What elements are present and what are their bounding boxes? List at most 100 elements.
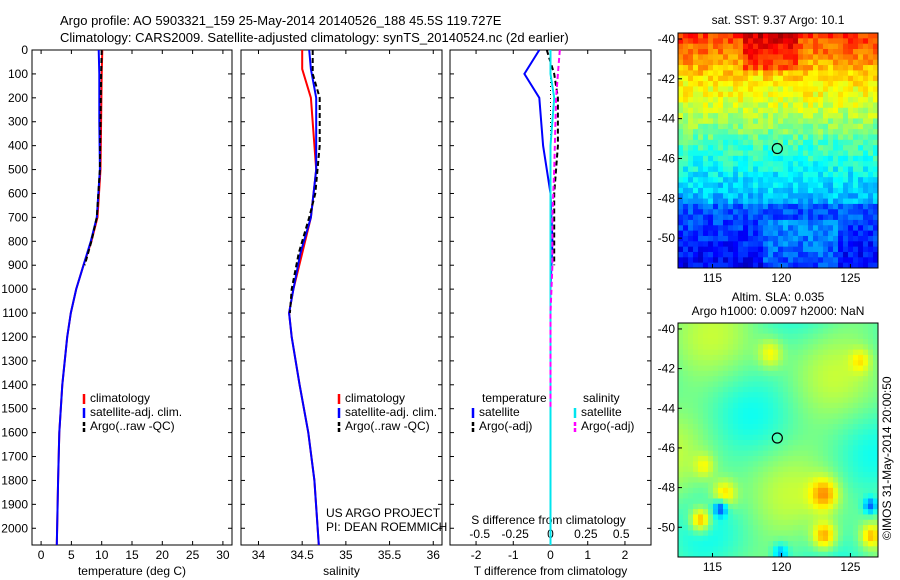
depth-tick-label: 0 xyxy=(21,43,28,57)
depth-tick-label: 100 xyxy=(8,67,28,81)
sst-map-x-tick-label: 125 xyxy=(840,271,860,285)
sla-map-y-tick-label: -48 xyxy=(658,481,676,495)
sla-map-argo-marker xyxy=(771,432,783,444)
salinity-climatology-line xyxy=(288,50,320,546)
temperature-x-tick-label: 25 xyxy=(186,548,200,562)
sst-map-y-tick-label: -42 xyxy=(658,72,676,86)
depth-tick-label: 1100 xyxy=(2,306,28,320)
sdiff-legend-title: salinity xyxy=(583,391,620,405)
sst-map-y-tick-label: -44 xyxy=(658,112,676,126)
temperature-legend-label: Argo(..raw -QC) xyxy=(90,419,175,433)
salinity-satellite-line xyxy=(288,49,320,546)
temperature-x-tick-label: 20 xyxy=(156,548,170,562)
sla-map-y-tick-label: -44 xyxy=(658,401,676,415)
depth-tick-label: 700 xyxy=(8,210,28,224)
sst-map-x-tick-label: 120 xyxy=(771,271,791,285)
depth-tick-label: 1700 xyxy=(1,450,28,464)
sdiff-x-axis-label: S difference from climatology xyxy=(471,513,626,527)
tdiff-x-axis-label: T difference from climatology xyxy=(474,564,628,578)
sla-map-y-tick-label: -42 xyxy=(658,362,676,376)
sst-map-y-tick-label: -48 xyxy=(658,191,676,205)
sla-map-y-tick-label: -46 xyxy=(658,441,676,455)
salinity-x-axis-label: salinity xyxy=(323,564,360,578)
temperature-argo-line xyxy=(83,49,103,266)
sst-map-y-tick-label: -46 xyxy=(658,151,676,165)
salinity-x-tick-label: 34 xyxy=(252,548,266,562)
salinity-legend-label: Argo(..raw -QC) xyxy=(345,419,430,433)
temperature-satellite-line xyxy=(55,49,101,546)
sst-map-heatmap xyxy=(678,33,879,269)
sst-map-y-tick-label: -40 xyxy=(658,32,676,46)
temperature-x-tick-label: 15 xyxy=(125,548,139,562)
depth-tick-label: 1000 xyxy=(1,282,28,296)
depth-tick-label: 1800 xyxy=(1,473,28,487)
sst-map-title: sat. SST: 9.37 Argo: 10.1 xyxy=(712,13,845,27)
tdiff-x-tick-label: 2 xyxy=(622,548,629,562)
temperature-x-axis-label: temperature (deg C) xyxy=(78,564,186,578)
sdiff-x-tick-label: 0.5 xyxy=(613,527,630,541)
temperature-legend-label: satellite-adj. clim. xyxy=(90,405,182,419)
depth-tick-label: 600 xyxy=(8,186,28,200)
temperature-legend-label: climatology xyxy=(90,391,150,405)
figure-title-line2: Climatology: CARS2009. Satellite-adjuste… xyxy=(60,30,569,45)
depth-tick-label: 1900 xyxy=(1,497,28,511)
tdiff-satellite-line xyxy=(523,49,554,545)
depth-tick-label: 1300 xyxy=(1,354,28,368)
annotation-pi: PI: DEAN ROEMMICH xyxy=(326,520,447,534)
temperature-panel-frame xyxy=(31,49,233,546)
salinity-legend-label: satellite-adj. clim. xyxy=(345,405,437,419)
depth-tick-label: 1500 xyxy=(1,402,28,416)
figure-title-line1: Argo profile: AO 5903321_159 25-May-2014… xyxy=(60,13,502,28)
sdiff-satellite-line xyxy=(549,50,556,545)
tdiff-x-tick-label: 0 xyxy=(547,548,554,562)
salinity-argo-line xyxy=(288,50,321,314)
salinity-x-tick-label: 34.5 xyxy=(290,548,314,562)
tdiff-legend-label: satellite xyxy=(479,405,520,419)
temperature-x-tick-label: 10 xyxy=(95,548,109,562)
depth-tick-label: 1200 xyxy=(1,330,28,344)
sdiff-legend-label: satellite xyxy=(581,405,622,419)
salinity-x-tick-label: 35.5 xyxy=(378,548,402,562)
salinity-x-tick-label: 35 xyxy=(339,548,353,562)
depth-tick-label: 500 xyxy=(8,163,28,177)
sdiff-x-tick-label: -0.25 xyxy=(501,527,529,541)
sla-map-x-tick-label: 120 xyxy=(771,560,791,574)
depth-tick-label: 300 xyxy=(8,115,28,129)
sla-map-x-tick-label: 115 xyxy=(703,560,722,574)
depth-tick-label: 800 xyxy=(8,234,28,248)
sla-map-y-tick-label: -40 xyxy=(658,322,676,336)
temperature-x-tick-label: 5 xyxy=(68,548,75,562)
depth-tick-label: 1400 xyxy=(1,378,28,392)
tdiff-x-tick-label: 1 xyxy=(584,548,591,562)
sla-map-heatmap xyxy=(678,323,879,558)
sdiff-x-tick-label: 0.25 xyxy=(574,527,598,541)
salinity-panel-frame xyxy=(240,49,443,546)
depth-tick-label: 2000 xyxy=(1,521,28,535)
depth-tick-label: 1600 xyxy=(1,426,28,440)
depth-tick-label: 200 xyxy=(8,91,28,105)
depth-tick-label: 900 xyxy=(8,258,28,272)
sdiff-x-tick-label: -0.5 xyxy=(469,527,490,541)
sla-map-x-tick-label: 125 xyxy=(840,560,860,574)
salinity-legend-label: climatology xyxy=(345,391,405,405)
sst-map-y-tick-label: -50 xyxy=(658,231,676,245)
depth-tick-label: 400 xyxy=(8,139,28,153)
sla-map-y-tick-label: -50 xyxy=(658,520,676,534)
sla-map-subtitle: Argo h1000: 0.0097 h2000: NaN xyxy=(692,304,865,318)
tdiff-legend-title: temperature xyxy=(482,391,547,405)
temperature-x-tick-label: 30 xyxy=(216,548,230,562)
sla-map-title: Altim. SLA: 0.035 xyxy=(732,290,825,304)
temperature-x-tick-label: 0 xyxy=(38,548,45,562)
salinity-x-tick-label: 36 xyxy=(427,548,441,562)
tdiff-x-tick-label: -2 xyxy=(471,548,482,562)
temperature-climatology-line xyxy=(55,49,104,546)
sst-map-frame xyxy=(677,32,879,269)
tdiff-x-tick-label: -1 xyxy=(508,548,519,562)
annotation-project: US ARGO PROJECT xyxy=(326,506,441,520)
tdiff-legend-label: Argo(-adj) xyxy=(479,419,532,433)
sst-map-x-tick-label: 115 xyxy=(703,271,722,285)
sdiff-legend-label: Argo(-adj) xyxy=(581,419,634,433)
sla-map-frame xyxy=(677,322,879,558)
